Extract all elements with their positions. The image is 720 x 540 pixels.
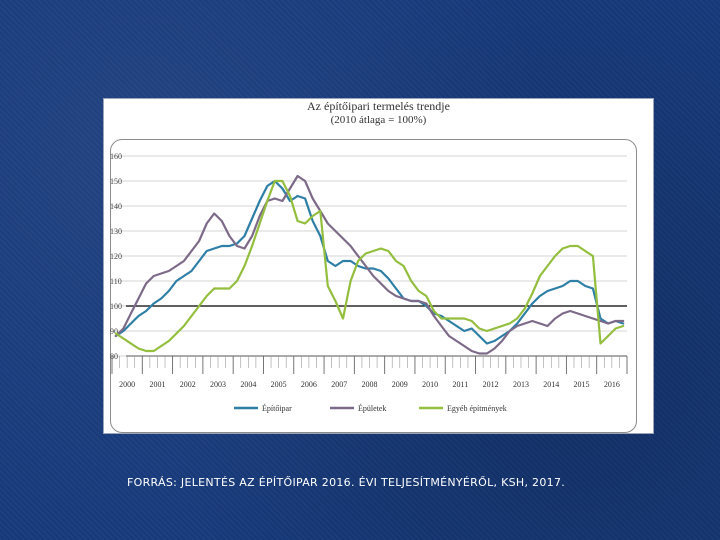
plot-frame <box>110 139 637 433</box>
y-tick-label-80: 80 <box>110 352 118 361</box>
legend-label-2: Épületek <box>358 403 386 413</box>
y-tick-label-130: 130 <box>110 227 122 236</box>
x-tick-label-2008: 2008 <box>362 380 378 389</box>
legend-label-1: Építőipar <box>262 403 292 413</box>
x-tick-label-2005: 2005 <box>271 380 287 389</box>
chart-subtitle: (2010 átlaga = 100%) <box>330 114 427 126</box>
x-tick-label-2015: 2015 <box>574 380 590 389</box>
x-tick-label-2010: 2010 <box>422 380 438 389</box>
series-line-1 <box>114 179 625 345</box>
line-chart: 80 90 100 110 120 130 140 150 160 2000 2001 2002 200… <box>110 152 628 413</box>
series-line-3 <box>114 179 625 353</box>
y-tick-label-160: 160 <box>110 152 122 161</box>
x-tick-label-2002: 2002 <box>180 380 196 389</box>
source-footnote: FORRÁS: JELENTÉS AZ ÉPÍTŐIPAR 2016. ÉVI … <box>127 476 566 489</box>
x-tick-label-2016: 2016 <box>604 380 620 389</box>
y-tick-label-90: 90 <box>110 327 118 336</box>
x-tick-label-2006: 2006 <box>301 380 317 389</box>
y-tick-label-120: 120 <box>110 252 122 261</box>
x-tick-label-2003: 2003 <box>210 380 226 389</box>
x-tick-label-2012: 2012 <box>483 380 499 389</box>
x-tick-label-2001: 2001 <box>149 380 165 389</box>
x-tick-label-2007: 2007 <box>331 380 347 389</box>
chart-title: Az építőipari termelés trendje <box>307 99 450 113</box>
x-tick-label-2011: 2011 <box>453 380 469 389</box>
series-line-2 <box>114 174 625 355</box>
y-tick-label-110: 110 <box>110 277 122 286</box>
y-tick-label-140: 140 <box>110 202 122 211</box>
x-tick-label-2004: 2004 <box>240 380 256 389</box>
x-tick-label-2009: 2009 <box>392 380 408 389</box>
y-tick-label-150: 150 <box>110 177 122 186</box>
legend-label-3: Egyéb építmények <box>447 404 507 413</box>
y-tick-label-100: 100 <box>110 302 122 311</box>
x-tick-label-2000: 2000 <box>119 380 135 389</box>
chart-panel: Az építőipari termelés trendje (2010 átl… <box>103 98 654 434</box>
x-tick-label-2013: 2013 <box>513 380 529 389</box>
x-tick-label-2014: 2014 <box>543 380 559 389</box>
